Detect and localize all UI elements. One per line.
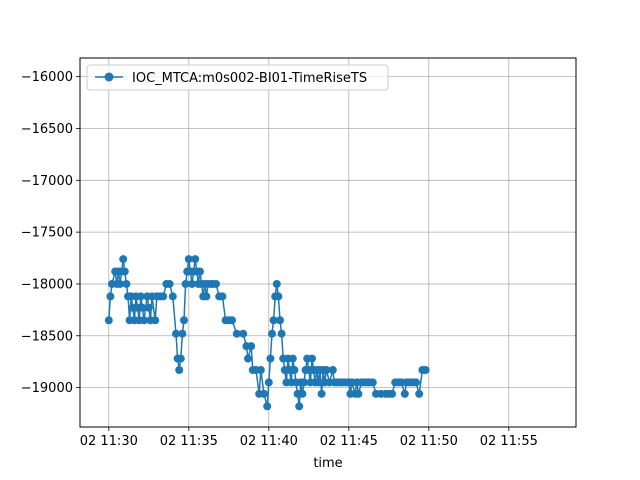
- data-point: [119, 255, 128, 264]
- data-point: [168, 292, 177, 301]
- plot-frame: [79, 57, 577, 428]
- data-point: [288, 354, 297, 363]
- data-point: [269, 316, 278, 325]
- data-point: [202, 292, 211, 301]
- data-point: [415, 389, 424, 398]
- data-point: [136, 292, 145, 301]
- data-point: [412, 378, 420, 387]
- y-tick-label: −16000: [21, 70, 73, 85]
- x-tick-label: 02 11:45: [320, 434, 378, 449]
- data-point: [266, 354, 275, 363]
- x-axis-ticks: 02 11:30 02 11:35 02 11:40 02 11:45 02 11:50…: [80, 427, 538, 449]
- data-point: [106, 292, 115, 301]
- data-point: [218, 292, 227, 301]
- y-axis-ticks: −19000 −18500 −18000 −17500 −17000 −16500 −160…: [21, 70, 80, 396]
- data-point: [120, 267, 129, 276]
- data-point: [298, 389, 307, 398]
- data-point: [212, 279, 220, 288]
- series: [104, 255, 430, 411]
- data-point: [300, 378, 308, 387]
- data-point: [172, 329, 180, 338]
- data-point: [421, 365, 430, 374]
- data-point: [104, 316, 113, 325]
- data-point: [175, 365, 184, 374]
- data-point: [260, 389, 268, 398]
- data-point: [138, 303, 147, 312]
- data-point: [247, 342, 256, 351]
- data-point: [178, 329, 187, 338]
- data-point: [176, 354, 185, 363]
- data-point: [274, 292, 283, 301]
- data-point: [196, 267, 204, 276]
- y-tick-label: −17500: [21, 226, 73, 241]
- data-point: [239, 329, 248, 338]
- y-tick-label: −16500: [21, 122, 73, 137]
- data-point: [277, 329, 286, 338]
- data-point: [244, 354, 252, 363]
- data-point: [122, 279, 131, 288]
- y-tick-label: −19000: [21, 381, 73, 396]
- data-point: [314, 378, 323, 387]
- data-point: [144, 303, 153, 312]
- legend-point-marker: [104, 72, 114, 82]
- x-tick-label: 02 11:55: [480, 434, 538, 449]
- x-tick-label: 02 11:50: [400, 434, 458, 449]
- y-tick-label: −17000: [21, 174, 73, 189]
- data-point: [354, 389, 363, 398]
- data-point: [322, 365, 331, 374]
- legend-label: IOC_MTCA:m0s002-BI01-TimeRiseTS: [132, 71, 367, 86]
- data-point: [268, 329, 276, 338]
- data-point: [180, 316, 188, 325]
- data-point: [151, 316, 160, 325]
- x-tick-label: 02 11:35: [160, 434, 218, 449]
- data-point: [295, 402, 304, 411]
- data-point: [165, 279, 174, 288]
- data-point: [188, 279, 196, 288]
- data-point: [116, 279, 124, 288]
- x-tick-label: 02 11:30: [80, 434, 138, 449]
- y-tick-label: −18000: [21, 277, 73, 292]
- data-point: [228, 316, 236, 325]
- data-point: [184, 255, 193, 264]
- data-point: [272, 279, 281, 288]
- data-point: [191, 255, 200, 264]
- data-point: [308, 354, 316, 363]
- data-point: [256, 365, 265, 374]
- data-point: [232, 329, 241, 338]
- data-point: [328, 365, 337, 374]
- data-point: [276, 316, 284, 325]
- x-axis-label: time: [313, 456, 342, 471]
- x-tick-label: 02 11:40: [240, 434, 298, 449]
- data-point: [159, 292, 168, 301]
- data-point: [290, 365, 299, 374]
- legend: IOC_MTCA:m0s002-BI01-TimeRiseTS: [86, 64, 389, 91]
- data-point: [264, 378, 273, 387]
- data-point: [388, 389, 396, 398]
- data-point: [181, 279, 190, 288]
- data-point: [263, 402, 272, 411]
- data-point: [400, 389, 409, 398]
- data-point: [317, 389, 326, 398]
- legend-box: [86, 64, 389, 91]
- data-point: [368, 378, 377, 387]
- data-point: [140, 316, 148, 325]
- y-tick-label: −18500: [21, 329, 73, 344]
